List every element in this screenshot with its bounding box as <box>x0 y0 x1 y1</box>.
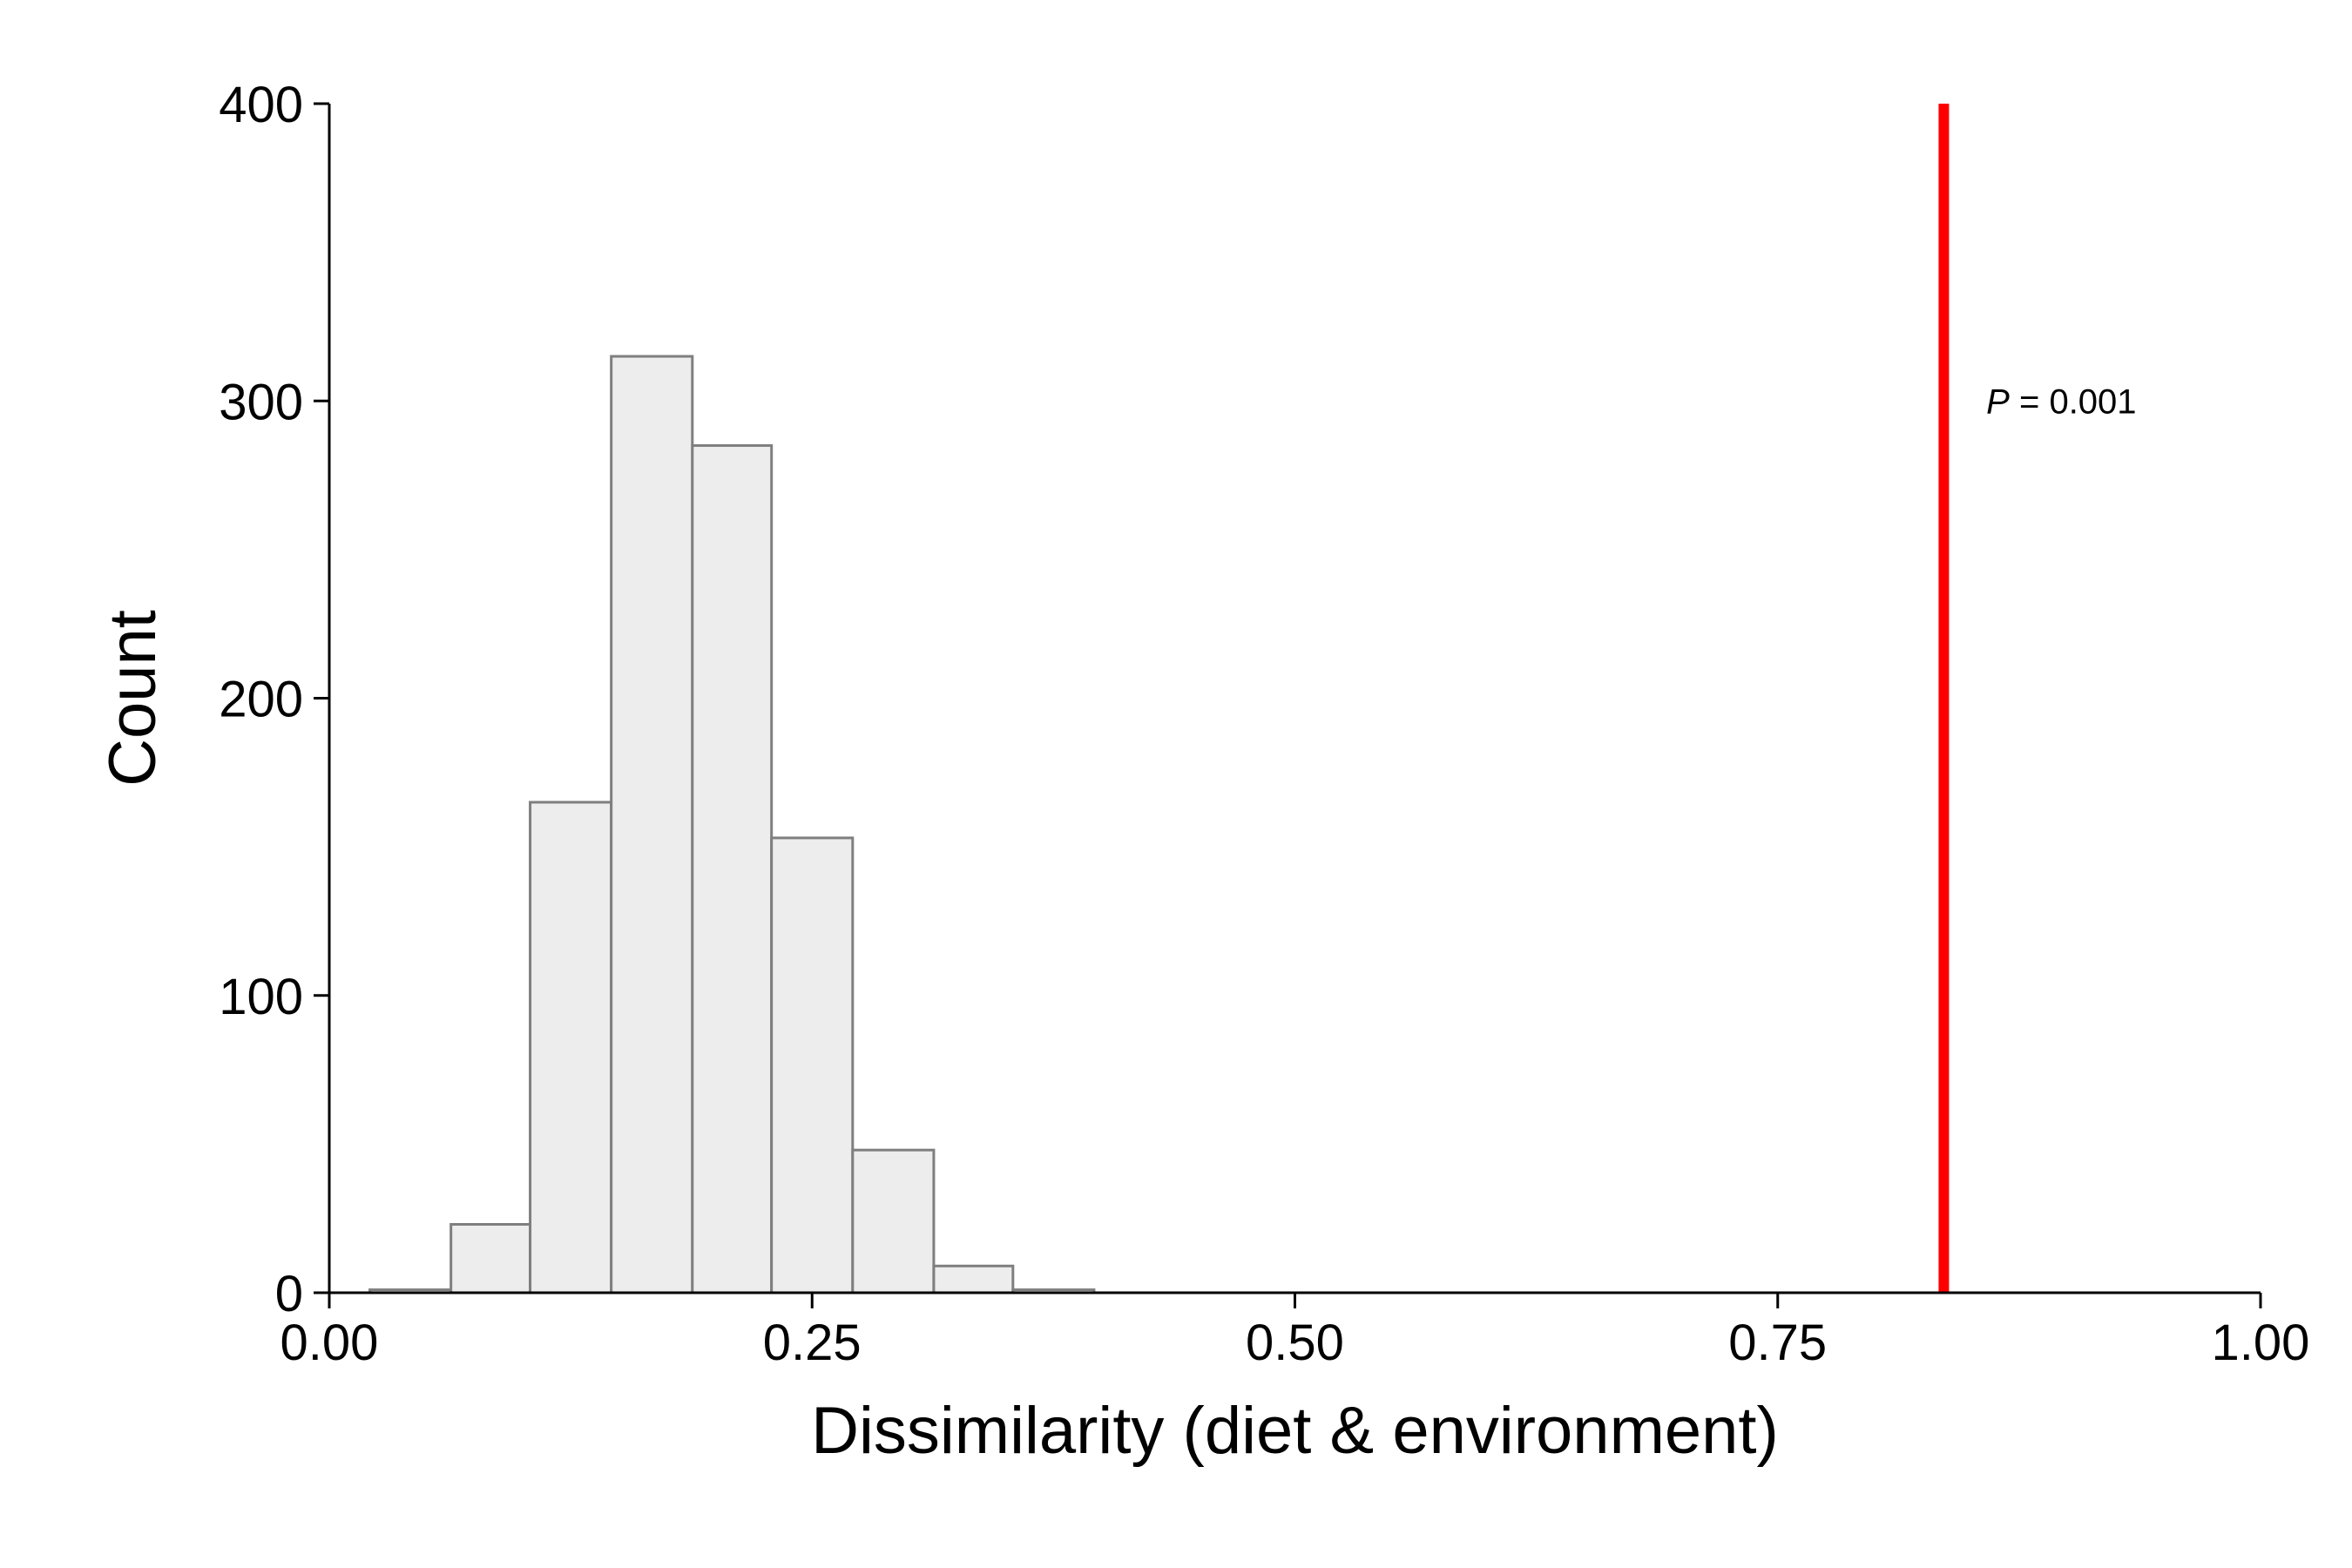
x-tick-label: 0.00 <box>280 1315 379 1371</box>
x-tick-label: 1.00 <box>2212 1315 2310 1371</box>
p-value-text: = 0.001 <box>2010 382 2137 421</box>
y-axis-ticks: 0 100 200 300 400 <box>219 77 329 1322</box>
y-tick-label: 300 <box>219 374 303 430</box>
histogram-bar <box>449 1223 532 1294</box>
histogram-bar <box>770 836 855 1294</box>
y-tick-label: 100 <box>219 969 303 1025</box>
y-tick-label: 200 <box>219 672 303 728</box>
histogram-bar <box>529 801 613 1294</box>
y-tick-label: 400 <box>219 77 303 133</box>
x-tick-label: 0.50 <box>1246 1315 1344 1371</box>
histogram-bars <box>368 355 1096 1294</box>
p-value-symbol: P <box>1986 382 2010 421</box>
histogram-bar <box>610 355 694 1294</box>
x-tick-label: 0.75 <box>1728 1315 1827 1371</box>
x-tick-label: 0.25 <box>763 1315 862 1371</box>
y-axis-title: Count <box>96 610 170 787</box>
histogram-bar <box>851 1148 936 1294</box>
y-tick-label: 0 <box>275 1266 303 1322</box>
histogram-bar <box>932 1264 1015 1294</box>
x-axis-ticks: 0.00 0.25 0.50 0.75 1.00 <box>280 1293 2310 1371</box>
p-value-annotation: P = 0.001 <box>1986 382 2136 421</box>
histogram-bar <box>691 443 774 1294</box>
x-axis-title: Dissimilarity (diet & environment) <box>811 1394 1779 1468</box>
